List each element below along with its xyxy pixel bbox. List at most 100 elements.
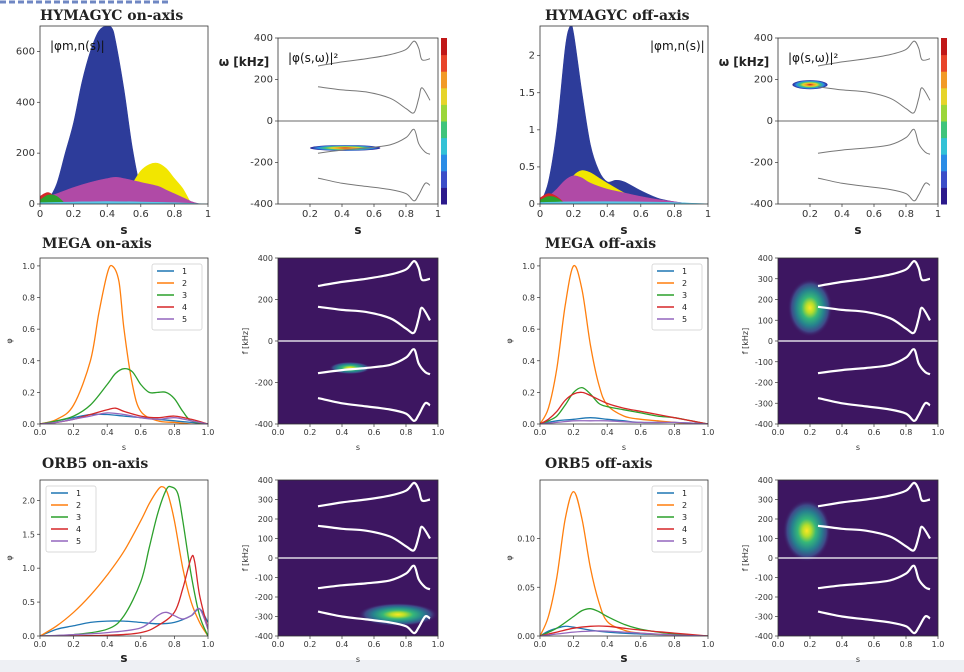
x-tick-label: 0.8 (668, 640, 681, 649)
plot-area (540, 491, 708, 636)
continuum-curve (817, 177, 931, 202)
x-tick-label: 0.0 (534, 640, 547, 649)
line-series-5 (40, 412, 208, 424)
x-tick-label: 0.8 (900, 428, 913, 437)
y-tick-label: 300 (258, 496, 273, 505)
legend-box (45, 485, 97, 553)
y-tick-label: 1.5 (519, 88, 535, 99)
colorbar-segment (441, 104, 447, 122)
colorbar-segment (941, 187, 947, 205)
y-tick-label: 0.5 (519, 162, 535, 173)
colorbar-segment (441, 87, 447, 105)
line-series-4 (540, 391, 708, 424)
x-axis-label: s (856, 443, 860, 452)
mode-hotspot (792, 80, 828, 90)
x-tick-label: 0.0 (772, 428, 785, 437)
colorbar-segment (441, 154, 447, 172)
x-tick-label: 1 (935, 209, 941, 220)
colorbar-segment (441, 187, 447, 205)
panel-p6: 0.0 0.2 0.4 0.6 0.8 1.0 -400 -200 0 200 400 s f [kHz… (241, 254, 444, 452)
x-tick-label: 1 (705, 209, 711, 220)
x-tick-label: 0.4 (836, 640, 849, 649)
y-tick-label: 0 (268, 337, 273, 346)
y-axis-label: ω [kHz] (219, 55, 270, 69)
y-tick-label: -400 (755, 420, 773, 429)
mode-hotspot (787, 278, 833, 337)
line-series-4 (540, 625, 708, 636)
panel-p1: HYMAGYC on-axis 0 0.2 0.4 0.6 0.8 1 0 200 400 600 s… (16, 8, 211, 237)
legend-label: 5 (682, 537, 687, 546)
y-tick-label: 200 (758, 296, 773, 305)
y-tick-label: -300 (755, 399, 773, 408)
y-tick-label: -300 (755, 613, 773, 622)
x-tick-label: 0.8 (666, 209, 682, 220)
panel-p8: 0.0 0.2 0.4 0.6 0.8 1.0 -400 -300 -200 -100 0 100 20… (741, 254, 944, 452)
x-tick-label: 0.4 (336, 640, 349, 649)
legend-label: 1 (76, 489, 81, 498)
continuum-curve (317, 40, 431, 67)
x-axis-label: s (356, 443, 360, 452)
continuum-curve (817, 348, 931, 376)
y-tick-label: 200 (16, 148, 35, 159)
plot-area (40, 264, 208, 424)
x-tick-label: 0.6 (634, 640, 647, 649)
x-tick-label: 0.4 (836, 428, 849, 437)
y-tick-label: 0.0 (22, 632, 35, 641)
x-tick-label: 0.4 (601, 428, 614, 437)
y-tick-label: 0.05 (517, 583, 535, 592)
x-tick-label: 0.6 (134, 640, 147, 649)
x-tick-label: 1.0 (432, 428, 445, 437)
panel-p10: 0.0 0.2 0.4 0.6 0.8 1.0 -400 -300 -200 -100 0 100 20… (241, 476, 444, 664)
y-tick-label: 400 (258, 254, 273, 263)
x-tick-label: 0.6 (868, 640, 881, 649)
y-tick-label: 300 (758, 275, 773, 284)
y-axis-label: f [kHz] (241, 328, 250, 354)
colorbar-segment (441, 137, 447, 155)
y-tick-label: 100 (758, 316, 773, 325)
y-tick-label: 0.0 (22, 420, 35, 429)
y-tick-label: 100 (758, 535, 773, 544)
x-tick-label: 0.2 (567, 640, 580, 649)
legend-label: 4 (682, 303, 687, 312)
legend-label: 1 (682, 489, 687, 498)
x-tick-label: 0.2 (567, 428, 580, 437)
y-axis-label: φ (5, 555, 14, 560)
y-tick-label: -200 (750, 158, 773, 169)
panel-p9: ORB5 on-axis 0.0 0.2 0.4 0.6 0.8 1.0 0.0 0.5 1.0 1… (5, 456, 214, 665)
y-tick-label: 0.6 (522, 325, 535, 334)
continuum-curve (317, 610, 431, 635)
y-tick-label: 400 (254, 33, 273, 44)
x-tick-label: 0.0 (772, 640, 785, 649)
x-tick-label: 0.0 (34, 428, 47, 437)
x-tick-label: 1.0 (432, 640, 445, 649)
plot-area (787, 260, 931, 422)
y-tick-label: 300 (758, 496, 773, 505)
colorbar-segment (941, 104, 947, 122)
y-tick-label: 1.0 (22, 262, 35, 271)
continuum-curve (317, 128, 431, 155)
x-tick-label: 0.2 (302, 209, 318, 220)
continuum-curve (817, 610, 931, 635)
legend-box (151, 263, 203, 331)
y-tick-label: 400 (16, 97, 35, 108)
line-series-4 (40, 554, 208, 636)
plot-frame (39, 479, 209, 637)
colorbar-segment (941, 87, 947, 105)
x-tick-label: 0.6 (368, 640, 381, 649)
x-tick-label: 0.8 (400, 428, 413, 437)
panel-title: HYMAGYC on-axis (40, 8, 183, 24)
y-axis-label: f [kHz] (741, 328, 750, 354)
continuum-curve (817, 524, 931, 552)
legend-label: 4 (682, 525, 687, 534)
y-tick-label: 1 (529, 125, 535, 136)
panel-annotation: |φm,n(s)| (50, 39, 105, 53)
colorbar-segment (441, 38, 447, 56)
x-axis-label: s (620, 223, 627, 237)
colorbar-segment (941, 38, 947, 56)
area-series-6 (40, 201, 208, 204)
legend-label: 2 (682, 279, 687, 288)
x-tick-label: 0.0 (34, 640, 47, 649)
y-tick-label: 200 (254, 75, 273, 86)
line-series-3 (40, 367, 208, 424)
